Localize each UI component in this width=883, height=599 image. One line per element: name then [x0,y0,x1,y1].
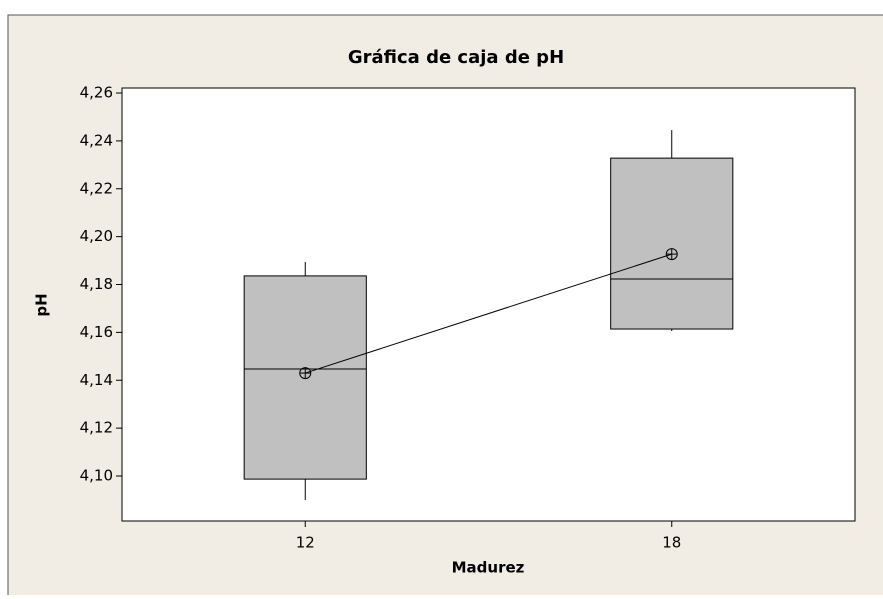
y-tick-label: 4,16 [80,323,113,341]
y-tick-label: 4,12 [80,419,113,437]
chart-title: Gráfica de caja de pH [348,47,564,68]
plot-area [121,87,856,522]
y-tick-label: 4,18 [80,275,113,293]
mean-connect-line [305,253,672,374]
y-tick-label: 4,20 [80,227,113,245]
x-axis-label: Madurez [452,559,525,577]
mean-symbol [299,367,312,380]
mean-symbol [665,248,678,261]
y-axis-label: pH [33,293,51,316]
y-tick-label: 4,14 [80,371,113,389]
y-tick-label: 4,22 [80,179,113,197]
y-tick-label: 4,26 [80,84,113,102]
x-tick-label: 18 [662,534,681,552]
box [610,157,734,330]
y-tick-label: 4,10 [80,467,113,485]
x-tick-label: 12 [296,534,315,552]
y-tick-label: 4,24 [80,131,113,149]
